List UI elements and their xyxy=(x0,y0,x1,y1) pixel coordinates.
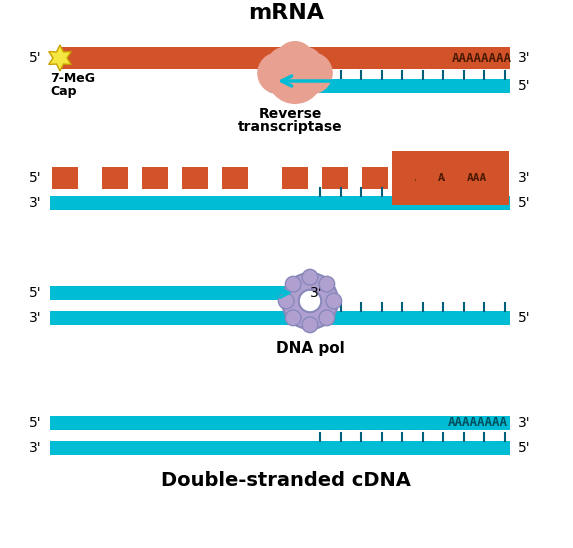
FancyBboxPatch shape xyxy=(50,311,510,325)
Text: mRNA: mRNA xyxy=(248,3,324,23)
Text: 3': 3' xyxy=(518,416,531,430)
Bar xyxy=(142,167,168,189)
Bar xyxy=(52,167,78,189)
Circle shape xyxy=(267,47,303,83)
Text: transcriptase: transcriptase xyxy=(238,120,342,134)
Circle shape xyxy=(299,290,321,312)
Text: 3': 3' xyxy=(29,196,42,210)
Text: 5': 5' xyxy=(29,51,42,65)
Circle shape xyxy=(326,293,342,309)
Text: Cap: Cap xyxy=(50,84,77,98)
Circle shape xyxy=(285,310,301,326)
Text: Reverse: Reverse xyxy=(258,107,321,121)
FancyBboxPatch shape xyxy=(50,416,510,430)
Circle shape xyxy=(302,317,318,333)
Bar xyxy=(102,167,128,189)
Text: 3': 3' xyxy=(518,51,531,65)
Polygon shape xyxy=(49,45,71,71)
Text: A: A xyxy=(415,173,421,183)
Circle shape xyxy=(285,276,301,292)
Circle shape xyxy=(267,48,323,104)
FancyBboxPatch shape xyxy=(50,286,300,300)
Circle shape xyxy=(319,276,335,292)
Bar xyxy=(282,167,308,189)
Text: AAAAAAAA: AAAAAAAA xyxy=(452,52,512,65)
Circle shape xyxy=(257,52,299,94)
Text: 3': 3' xyxy=(29,441,42,455)
Text: 3': 3' xyxy=(310,286,323,300)
Text: 5': 5' xyxy=(29,286,42,300)
Circle shape xyxy=(278,293,294,309)
Bar xyxy=(322,167,348,189)
Text: AA: AA xyxy=(438,173,452,183)
Text: 5': 5' xyxy=(29,416,42,430)
Text: 3': 3' xyxy=(518,171,531,185)
Text: 3': 3' xyxy=(29,311,42,325)
Circle shape xyxy=(282,273,338,329)
Bar xyxy=(222,167,248,189)
Circle shape xyxy=(319,310,335,326)
Text: DNA pol: DNA pol xyxy=(276,340,344,356)
FancyBboxPatch shape xyxy=(50,441,510,455)
FancyBboxPatch shape xyxy=(270,79,510,93)
Text: 5': 5' xyxy=(518,79,531,93)
Text: 5': 5' xyxy=(518,441,531,455)
Circle shape xyxy=(302,270,318,285)
Text: 5': 5' xyxy=(518,311,531,325)
Text: 5': 5' xyxy=(29,171,42,185)
Circle shape xyxy=(291,52,333,94)
Text: 7-MeG: 7-MeG xyxy=(50,71,95,84)
Bar xyxy=(362,167,388,189)
FancyBboxPatch shape xyxy=(60,47,510,69)
Text: 5': 5' xyxy=(518,196,531,210)
Text: AAA: AAA xyxy=(467,173,487,183)
Bar xyxy=(182,167,208,189)
FancyBboxPatch shape xyxy=(50,196,510,210)
Circle shape xyxy=(276,41,315,80)
Text: AAAAAAAA: AAAAAAAA xyxy=(448,416,508,430)
Circle shape xyxy=(286,47,323,83)
Text: Double-stranded cDNA: Double-stranded cDNA xyxy=(161,471,411,489)
